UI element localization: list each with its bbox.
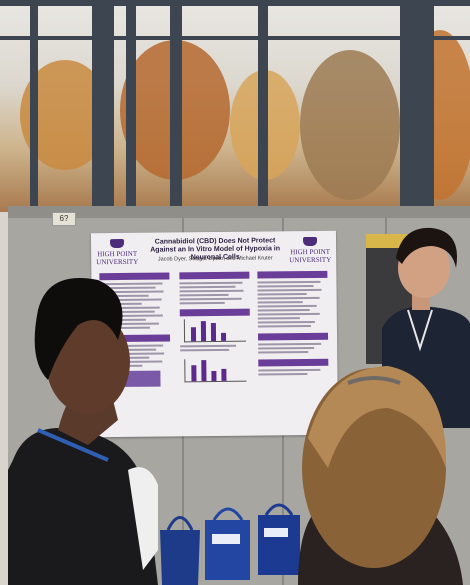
university-logo: HIGH POINT UNIVERSITY [288, 236, 332, 264]
tree-foliage [300, 50, 400, 200]
board-number-tag: 6? [52, 212, 76, 226]
poster-authors: Jacob Dyer, Swagat Lipato, and Michael K… [157, 255, 273, 263]
student-left [8, 278, 158, 585]
visitor-foreground [298, 366, 463, 585]
section-header [257, 332, 329, 341]
presenter-man [382, 227, 470, 428]
crest-icon [302, 236, 318, 247]
window-frame [258, 0, 268, 212]
window-frame [92, 0, 114, 212]
section-header [257, 270, 328, 279]
window-wall [0, 0, 470, 212]
section-header [179, 308, 250, 317]
crest-icon [110, 238, 125, 249]
window-frame [126, 0, 136, 212]
window-frame [30, 0, 38, 212]
section-header [179, 271, 250, 280]
bar-chart-figure [183, 318, 247, 343]
university-logo: HIGH POINT UNIVERSITY [95, 238, 139, 266]
bar-chart-figure [184, 358, 247, 383]
window-frame [170, 0, 182, 212]
tote-bags [160, 503, 300, 585]
window-frame [400, 0, 434, 212]
poster-column-middle [179, 271, 251, 433]
